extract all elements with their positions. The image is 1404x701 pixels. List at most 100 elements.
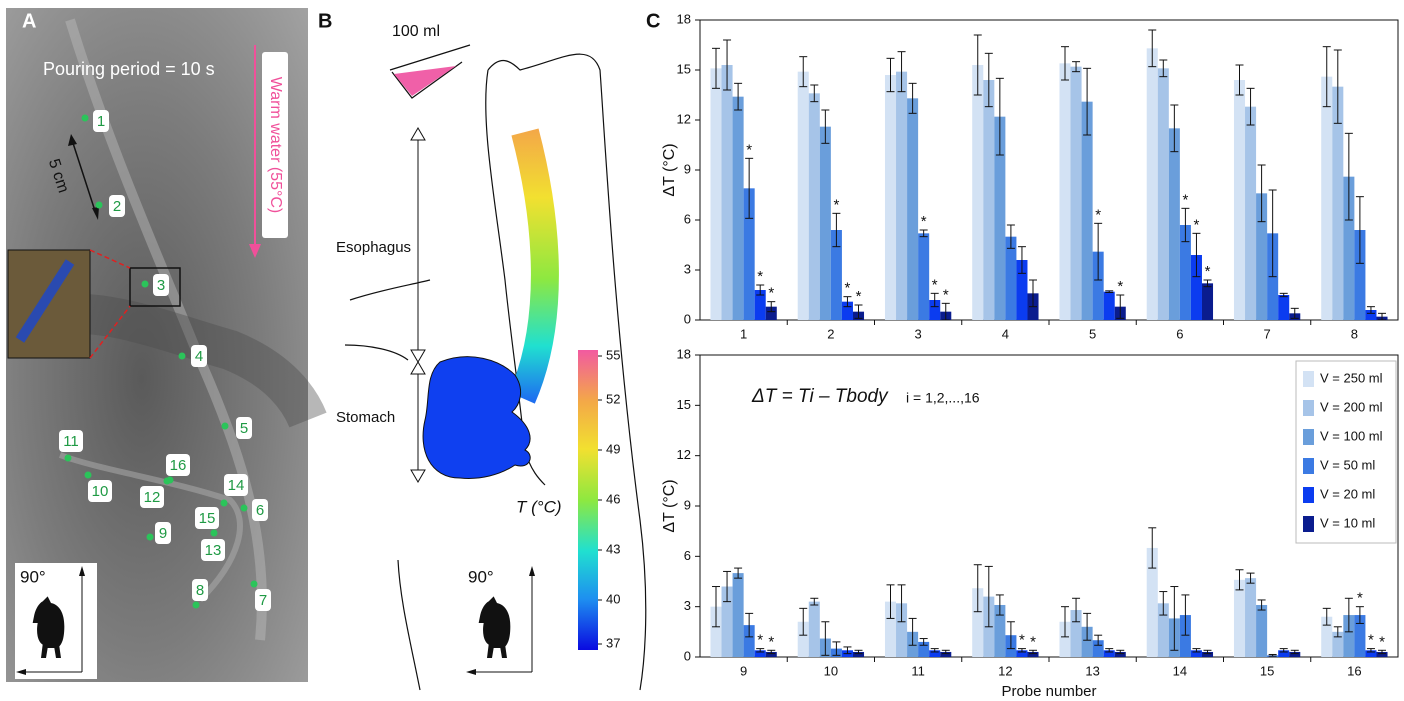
body-outline (487, 53, 647, 691)
bar (1321, 616, 1333, 657)
bar (765, 651, 777, 657)
error-bar (745, 612, 754, 638)
significance-mark: * (768, 633, 774, 650)
significance-mark: * (1030, 633, 1036, 650)
x-tick-label: 15 (1260, 663, 1274, 678)
x-tick-label: 3 (915, 326, 922, 341)
probe-label: 4 (195, 348, 203, 365)
bar (1179, 225, 1191, 320)
error-bar (854, 649, 863, 655)
bar (994, 116, 1006, 321)
bar (1070, 610, 1082, 657)
error-bar (1006, 621, 1015, 650)
probe-label: 10 (92, 483, 109, 500)
probe-point (192, 601, 200, 609)
bar (994, 604, 1006, 657)
pig-icon (478, 596, 511, 658)
error-bar (984, 52, 993, 108)
stomach-label: Stomach (336, 409, 395, 426)
error-bar (1192, 232, 1201, 278)
bar (929, 300, 941, 320)
bar (1114, 651, 1126, 657)
y-tick-label: 0 (684, 311, 691, 326)
probe-label: 11 (63, 433, 79, 450)
bar (1233, 579, 1246, 657)
legend-swatch (1303, 400, 1314, 416)
error-bar (810, 597, 819, 606)
bar (830, 230, 842, 320)
panel-label: A (22, 10, 36, 32)
error-bar (711, 47, 720, 89)
probe-label: 2 (113, 198, 121, 215)
y-tick-label: 9 (684, 161, 691, 176)
probe-label-box (236, 417, 252, 439)
bar (1256, 604, 1268, 657)
cup-water (394, 66, 456, 96)
bar (896, 71, 908, 321)
bar (1354, 230, 1366, 320)
bar (1201, 283, 1214, 320)
panel-a: A Pouring period = 10 s Warm water (55°C… (6, 8, 327, 682)
bar (1190, 255, 1202, 320)
bar (743, 188, 755, 320)
error-bar (1148, 527, 1157, 569)
bar (972, 588, 984, 657)
error-bar (1017, 648, 1026, 653)
significance-mark: * (1019, 632, 1025, 649)
significance-mark: * (1194, 216, 1200, 233)
error-bar (1257, 599, 1266, 611)
panel-b: B 100 ml Esophagus Stomach T (°C) 90° 37… (318, 10, 647, 691)
significance-mark: * (757, 268, 763, 285)
bar (983, 80, 995, 320)
probe-label-box (195, 507, 219, 529)
bar (808, 93, 820, 320)
probe-point (81, 114, 89, 122)
bar (907, 98, 919, 320)
bar (1005, 236, 1017, 320)
y-tick-label: 12 (677, 447, 691, 462)
x-tick-label: 1 (740, 326, 747, 341)
legend-label: V = 100 ml (1320, 428, 1383, 443)
error-bar (723, 570, 732, 603)
region-arrow-heads (410, 127, 426, 483)
error-bar (1159, 59, 1168, 78)
probe-point (141, 280, 149, 288)
probe-label-box (155, 522, 171, 544)
bar (1059, 63, 1071, 320)
bar (1146, 547, 1158, 657)
probe-label-box (191, 345, 207, 367)
volume-label: 100 ml (392, 23, 440, 40)
colorbar: 37 40 43 46 49 52 55 (578, 347, 620, 650)
probe-label-box (93, 110, 109, 132)
significance-mark: * (1095, 206, 1101, 223)
bar (732, 573, 744, 657)
formula: ΔT = Ti – Tbody (751, 386, 889, 407)
significance-mark: * (1182, 191, 1188, 208)
bar (1146, 48, 1158, 320)
significance-mark: * (1357, 590, 1363, 607)
error-bar (1116, 649, 1125, 655)
esophagus-temperature (509, 128, 559, 404)
error-bar (1181, 207, 1190, 243)
y-tick-label: 15 (677, 61, 691, 76)
significance-mark: * (746, 141, 752, 158)
error-bar (832, 641, 841, 656)
bar (797, 621, 809, 657)
bar (710, 68, 722, 320)
panel-label: C (646, 10, 660, 32)
error-bar (897, 51, 906, 93)
error-bar (941, 302, 950, 321)
bar (819, 126, 831, 321)
probe-label-box (224, 474, 248, 496)
bar (808, 601, 820, 657)
significance-mark: * (1368, 632, 1374, 649)
bar (1016, 260, 1028, 320)
formula-index: i = 1,2,...,16 (906, 390, 980, 406)
bar (1245, 578, 1257, 657)
error-bar (973, 34, 982, 96)
bar (1092, 251, 1104, 320)
significance-mark: * (1205, 263, 1211, 280)
error-bar (941, 649, 950, 655)
bar (841, 301, 853, 320)
